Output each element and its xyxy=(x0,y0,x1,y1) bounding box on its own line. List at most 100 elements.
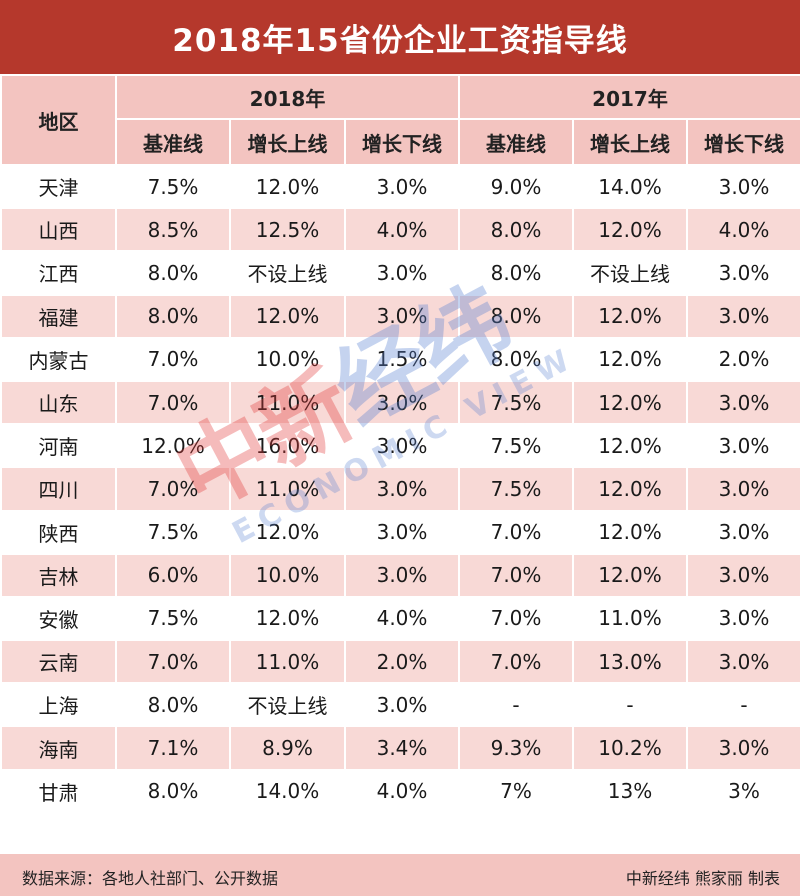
footer-source: 数据来源：各地人社部门、公开数据 xyxy=(22,869,279,888)
value-cell: 7.5% xyxy=(115,595,231,642)
value-cell: 不设上线 xyxy=(572,250,688,296)
value-cell: 12.0% xyxy=(572,207,688,253)
region-cell: 天津 xyxy=(0,163,117,210)
value-cell: 14.0% xyxy=(572,163,688,210)
value-cell: 14.0% xyxy=(229,768,346,814)
region-cell: 山西 xyxy=(0,207,117,253)
header-upper-2018: 增长上线 xyxy=(229,118,346,166)
value-cell: 4.0% xyxy=(344,595,460,642)
region-cell: 上海 xyxy=(0,682,117,728)
value-cell: 12.0% xyxy=(572,293,688,339)
value-cell: 7.0% xyxy=(115,466,231,512)
value-cell: 7.0% xyxy=(115,336,231,382)
value-cell: 12.0% xyxy=(229,509,346,555)
value-cell: 7.5% xyxy=(115,509,231,555)
value-cell: 7.5% xyxy=(458,466,574,512)
value-cell: 11.0% xyxy=(229,639,346,685)
value-cell: 16.0% xyxy=(229,423,346,469)
header-baseline-2017: 基准线 xyxy=(458,118,574,166)
value-cell: 9.3% xyxy=(458,725,574,771)
value-cell: 12.0% xyxy=(572,509,688,555)
header-baseline-2018: 基准线 xyxy=(115,118,231,166)
value-cell: 3.0% xyxy=(344,552,460,598)
region-cell: 四川 xyxy=(0,466,117,512)
value-cell: 3% xyxy=(686,768,800,814)
value-cell: 3.0% xyxy=(686,595,800,642)
table-row: 天津 7.5% 12.0% 3.0% 9.0% 14.0% 3.0% xyxy=(0,163,800,210)
value-cell: - xyxy=(572,682,688,728)
region-cell: 吉林 xyxy=(0,552,117,598)
value-cell: 3.0% xyxy=(686,250,800,296)
value-cell: 8.9% xyxy=(229,725,346,771)
value-cell: 7.0% xyxy=(115,639,231,685)
table-row: 海南 7.1% 8.9% 3.4% 9.3% 10.2% 3.0% xyxy=(0,725,800,771)
value-cell: 3.0% xyxy=(686,509,800,555)
table-row: 云南 7.0% 11.0% 2.0% 7.0% 13.0% 3.0% xyxy=(0,639,800,685)
table-row: 内蒙古 7.0% 10.0% 1.5% 8.0% 12.0% 2.0% xyxy=(0,336,800,382)
value-cell: 9.0% xyxy=(458,163,574,210)
value-cell: 7.0% xyxy=(458,595,574,642)
value-cell: 12.0% xyxy=(572,552,688,598)
value-cell: 3.0% xyxy=(686,552,800,598)
value-cell: 7.5% xyxy=(458,379,574,426)
table-row: 安徽 7.5% 12.0% 4.0% 7.0% 11.0% 3.0% xyxy=(0,595,800,642)
value-cell: 12.0% xyxy=(572,423,688,469)
table-row: 陕西 7.5% 12.0% 3.0% 7.0% 12.0% 3.0% xyxy=(0,509,800,555)
value-cell: 10.0% xyxy=(229,552,346,598)
value-cell: 3.0% xyxy=(344,250,460,296)
value-cell: 4.0% xyxy=(344,207,460,253)
value-cell: 3.0% xyxy=(344,509,460,555)
value-cell: 7.5% xyxy=(458,423,574,469)
value-cell: 3.0% xyxy=(344,466,460,512)
value-cell: - xyxy=(686,682,800,728)
value-cell: 3.0% xyxy=(344,379,460,426)
value-cell: 2.0% xyxy=(344,639,460,685)
header-region: 地区 xyxy=(0,74,117,166)
value-cell: 8.0% xyxy=(458,250,574,296)
header-lower-2017: 增长下线 xyxy=(686,118,800,166)
value-cell: 3.0% xyxy=(686,466,800,512)
table-row: 上海 8.0% 不设上线 3.0% - - - xyxy=(0,682,800,728)
footer-credit: 中新经纬 熊家丽 制表 xyxy=(625,869,780,888)
value-cell: 11.0% xyxy=(572,595,688,642)
value-cell: 不设上线 xyxy=(229,250,346,296)
value-cell: 12.0% xyxy=(229,595,346,642)
value-cell: 13% xyxy=(572,768,688,814)
value-cell: 7.1% xyxy=(115,725,231,771)
value-cell: 12.0% xyxy=(572,336,688,382)
table-body: 天津 7.5% 12.0% 3.0% 9.0% 14.0% 3.0% 山西 8.5% 12.5% 4… xyxy=(0,163,800,814)
value-cell: 10.2% xyxy=(572,725,688,771)
value-cell: 3.0% xyxy=(686,725,800,771)
value-cell: 8.0% xyxy=(115,768,231,814)
value-cell: 8.5% xyxy=(115,207,231,253)
table-row: 甘肃 8.0% 14.0% 4.0% 7% 13% 3% xyxy=(0,768,800,814)
value-cell: 12.0% xyxy=(572,466,688,512)
value-cell: 12.0% xyxy=(115,423,231,469)
footer: 数据来源：各地人社部门、公开数据 中新经纬 熊家丽 制表 xyxy=(0,854,800,896)
region-cell: 福建 xyxy=(0,293,117,339)
value-cell: 11.0% xyxy=(229,379,346,426)
value-cell: 3.0% xyxy=(344,682,460,728)
value-cell: 8.0% xyxy=(115,293,231,339)
value-cell: 10.0% xyxy=(229,336,346,382)
region-cell: 河南 xyxy=(0,423,117,469)
header-year-2017: 2017年 xyxy=(458,74,800,120)
value-cell: 3.4% xyxy=(344,725,460,771)
value-cell: 2.0% xyxy=(686,336,800,382)
region-cell: 陕西 xyxy=(0,509,117,555)
value-cell: 3.0% xyxy=(686,163,800,210)
value-cell: 7.0% xyxy=(458,552,574,598)
value-cell: 7% xyxy=(458,768,574,814)
wage-guideline-table: 地区 2018年 2017年 基准线 增长上线 增长下线 基准线 增长上线 增长… xyxy=(0,74,800,814)
value-cell: 4.0% xyxy=(686,207,800,253)
value-cell: 12.0% xyxy=(229,163,346,210)
value-cell: 3.0% xyxy=(344,163,460,210)
value-cell: 3.0% xyxy=(686,293,800,339)
table-row: 山东 7.0% 11.0% 3.0% 7.5% 12.0% 3.0% xyxy=(0,379,800,426)
value-cell: 11.0% xyxy=(229,466,346,512)
value-cell: 12.5% xyxy=(229,207,346,253)
region-cell: 内蒙古 xyxy=(0,336,117,382)
value-cell: 7.0% xyxy=(115,379,231,426)
region-cell: 海南 xyxy=(0,725,117,771)
header-upper-2017: 增长上线 xyxy=(572,118,688,166)
